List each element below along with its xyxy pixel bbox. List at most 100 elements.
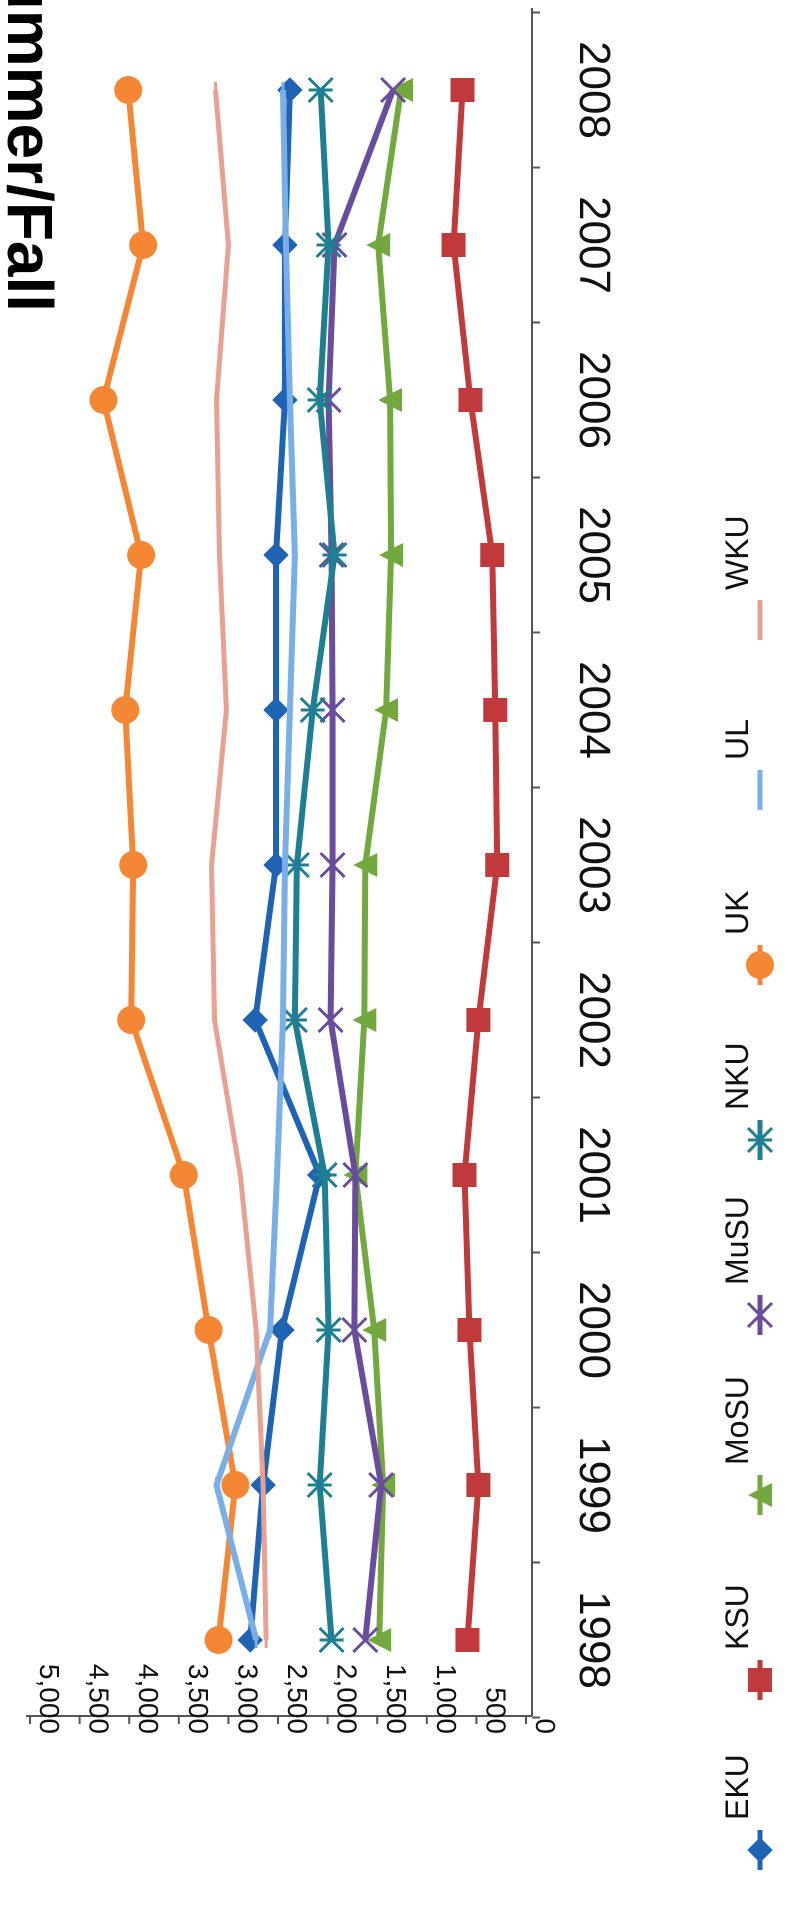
data-point: [366, 233, 391, 257]
category-tick-label: 2005: [570, 506, 619, 604]
square-marker: [466, 1008, 491, 1032]
data-point: [450, 78, 475, 102]
x-marker: [352, 1626, 379, 1654]
triangle-marker: [389, 78, 414, 102]
category-tick-label: 2002: [570, 971, 619, 1069]
legend-item-musu: MuSU: [719, 1196, 774, 1335]
data-point: [455, 1628, 480, 1652]
data-point: [457, 1318, 482, 1342]
circle-marker: [169, 1161, 198, 1189]
data-point: [263, 542, 289, 568]
data-point: [307, 76, 334, 104]
legend: EKU KSU MoSU MuSU NKU UK UL WKU: [719, 515, 774, 1870]
x-marker: [319, 851, 346, 879]
data-point: [378, 388, 403, 412]
triangle-marker: [353, 853, 378, 877]
data-point: [204, 1626, 233, 1654]
data-point: [319, 696, 346, 724]
data-point: [480, 543, 505, 567]
data-point: [342, 1161, 369, 1189]
legend-swatch-marker: [747, 1837, 773, 1863]
x-marker: [341, 1316, 368, 1344]
diamond-marker: [237, 1627, 263, 1653]
chart-title: Summer/Fall: [0, 0, 66, 312]
data-point: [272, 387, 298, 413]
legend-label: EKU: [719, 1754, 755, 1820]
triangle-marker: [374, 698, 399, 722]
data-point: [127, 541, 156, 569]
series-mosu: [343, 78, 414, 1652]
square-marker: [458, 388, 483, 412]
data-point: [318, 1626, 345, 1654]
category-tick-label: 2001: [570, 1126, 619, 1224]
x-marker: [380, 76, 407, 104]
category-tick-label: 2004: [570, 661, 619, 759]
data-point: [242, 1007, 268, 1033]
data-point: [319, 851, 346, 879]
circle-marker: [221, 1471, 250, 1499]
square-marker: [485, 853, 510, 877]
legend-swatch-marker: [748, 1483, 772, 1507]
data-point: [119, 851, 148, 879]
data-point: [89, 386, 118, 414]
category-tick-label: 2008: [570, 41, 619, 139]
category-tick-label: 2007: [570, 196, 619, 294]
data-point: [380, 76, 407, 104]
series-wku: [209, 82, 269, 1648]
category-tick-label: 2003: [570, 816, 619, 914]
series-ksu: [441, 78, 510, 1652]
data-point: [194, 1316, 223, 1344]
square-marker: [457, 1318, 482, 1342]
data-point: [374, 698, 399, 722]
category-tick-label: 1998: [570, 1591, 619, 1689]
x-marker: [317, 1006, 344, 1034]
data-point: [317, 1006, 344, 1034]
square-marker: [455, 1628, 480, 1652]
diamond-marker: [263, 697, 289, 723]
circle-marker: [119, 851, 148, 879]
diamond-marker: [263, 542, 289, 568]
square-marker: [466, 1473, 491, 1497]
x-marker: [342, 1161, 369, 1189]
circle-marker: [114, 76, 143, 104]
value-tick-label: 3,500: [183, 1664, 214, 1734]
value-tick-label: 5,000: [34, 1664, 65, 1734]
value-tick-label: 500: [480, 1687, 511, 1734]
triangle-marker: [748, 1483, 772, 1507]
triangle-marker: [367, 1628, 392, 1652]
diamond-marker: [269, 1317, 295, 1343]
circle-marker: [746, 951, 774, 979]
x-marker: [746, 1301, 774, 1329]
data-point: [281, 1006, 308, 1034]
x-marker: [319, 696, 346, 724]
data-point: [306, 386, 333, 414]
circle-marker: [111, 696, 140, 724]
data-point: [299, 696, 326, 724]
circle-marker: [194, 1316, 223, 1344]
diamond-marker: [747, 1837, 773, 1863]
value-tick-label: 2,000: [332, 1664, 363, 1734]
value-tick-label: 4,500: [84, 1664, 115, 1734]
category-tick-label: 1999: [570, 1436, 619, 1534]
data-point: [269, 1317, 295, 1343]
data-point: [321, 541, 348, 569]
data-point: [306, 1471, 333, 1499]
data-point: [368, 1471, 395, 1499]
value-tick-label: 2,500: [282, 1664, 313, 1734]
triangle-marker: [362, 1318, 387, 1342]
data-point: [389, 78, 414, 102]
square-marker: [480, 543, 505, 567]
data-point: [441, 233, 466, 257]
data-point: [352, 1008, 377, 1032]
data-point: [352, 1626, 379, 1654]
series-uk: [89, 76, 250, 1654]
data-point: [353, 853, 378, 877]
data-point: [311, 1161, 338, 1189]
legend-swatch-marker: [748, 1668, 772, 1692]
circle-marker: [89, 386, 118, 414]
legend-item-mosu: MoSU: [719, 1376, 772, 1515]
data-point: [111, 696, 140, 724]
legend-label: MuSU: [719, 1196, 755, 1285]
legend-item-eku: EKU: [719, 1754, 773, 1870]
